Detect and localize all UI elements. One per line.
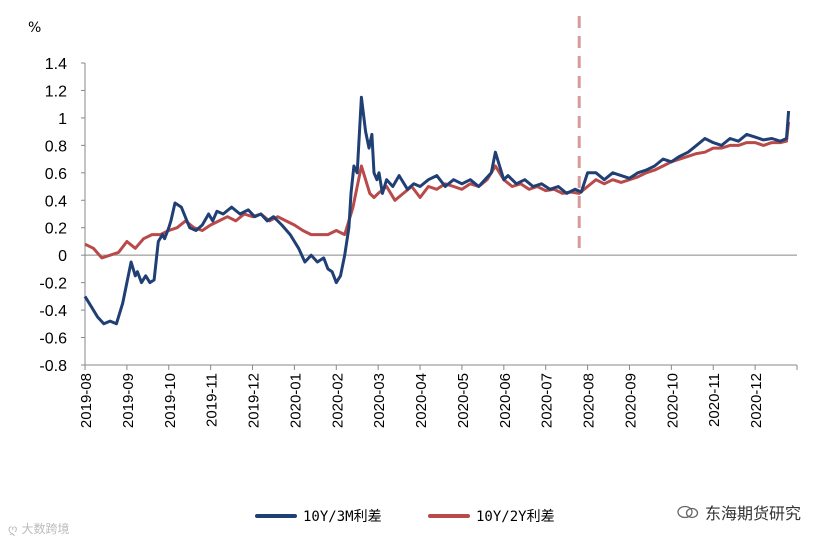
watermark-logo-icon: ღ [8, 521, 18, 536]
x-tick-label: 2019-08 [78, 373, 95, 428]
y-tick-label: 1 [58, 111, 67, 128]
y-tick-label: 0.2 [45, 221, 67, 238]
brand-name: 东海期货研究 [704, 504, 801, 523]
x-tick-label: 2020-06 [497, 373, 514, 428]
x-tick-label: 2020-08 [581, 373, 598, 428]
brand: 东海期货研究 [677, 500, 801, 524]
x-tick-label: 2020-05 [455, 373, 472, 428]
x-tick-label: 2019-12 [246, 373, 263, 428]
series-group [83, 95, 791, 326]
x-tick-label: 2020-10 [664, 373, 681, 428]
x-tick-label: 2020-09 [622, 373, 639, 428]
y-tick-label: 0 [58, 248, 67, 265]
watermark-text: 大数跨境 [21, 522, 70, 536]
y-tick-label: 0.4 [45, 193, 67, 210]
watermark: ღ 大数跨境 [8, 520, 69, 537]
y-tick-label: 1.4 [45, 56, 67, 73]
x-tick-label: 2020-01 [287, 373, 304, 428]
y-tick-label: 0.6 [45, 166, 67, 183]
x-axis: 2019-08 2019-09 2019-10 2019-11 2019-12 2020-… [78, 364, 798, 428]
y-axis: 1.4 1.2 1 0.8 0.6 0.4 0.2 0 -0.2 -0.4 -0.6 -0.8 [39, 56, 86, 375]
x-tick-label: 2020-07 [539, 373, 556, 428]
y-unit-label: % [28, 20, 41, 36]
y-tick-label: -0.8 [39, 358, 67, 375]
wechat-icon [677, 505, 699, 519]
series-line-2 [84, 121, 791, 260]
x-tick-label: 2020-11 [706, 373, 723, 427]
series-line-1 [83, 95, 791, 326]
y-tick-label: 0.8 [45, 138, 67, 155]
x-tick-label: 2020-12 [748, 373, 765, 428]
y-tick-label: 1.2 [45, 83, 67, 100]
x-tick-label: 2020-02 [329, 373, 346, 428]
x-tick-label: 2019-11 [204, 373, 221, 427]
x-tick-label: 2019-10 [162, 373, 179, 428]
y-tick-label: -0.4 [39, 303, 67, 320]
x-tick-label: 2020-04 [413, 373, 430, 428]
x-tick-label: 2020-03 [371, 373, 388, 428]
x-tick-label: 2019-09 [120, 373, 137, 428]
y-tick-label: -0.2 [39, 276, 67, 293]
y-tick-label: -0.6 [39, 331, 67, 348]
